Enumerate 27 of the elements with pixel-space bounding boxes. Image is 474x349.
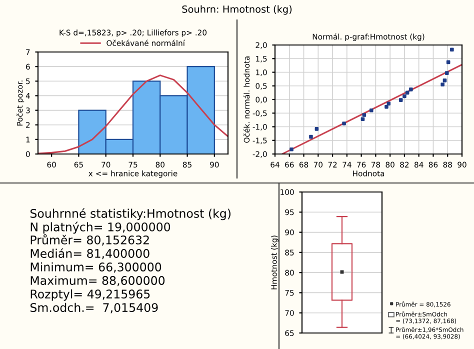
text: Maximum= 88,600000 [30, 276, 165, 286]
point [309, 134, 313, 139]
point [446, 60, 450, 64]
point [314, 127, 319, 131]
point [386, 102, 391, 106]
text: N platných= 19,000000 [30, 222, 170, 234]
point [290, 147, 294, 152]
point [342, 122, 346, 126]
point [360, 117, 365, 122]
point [409, 88, 413, 92]
text: Medián= 81,400000 [30, 248, 150, 260]
point [362, 113, 366, 117]
point [450, 48, 454, 52]
text: Souhrn: Hmotnost (kg) [182, 5, 292, 15]
point [440, 82, 444, 86]
point [445, 71, 449, 75]
point [402, 94, 406, 98]
text: Minimum= 66,300000 [30, 262, 162, 273]
text: Průměr= 80,152632 [30, 234, 149, 246]
text: Sm.odch.= 7,015409 [30, 302, 158, 314]
point [405, 90, 410, 95]
point [398, 98, 403, 102]
point [384, 104, 388, 109]
text: Souhrnné statistiky:Hmotnost (kg) [30, 208, 230, 220]
text: Rozptyl= 49,215965 [30, 289, 150, 301]
point [442, 78, 447, 82]
point [369, 108, 374, 112]
